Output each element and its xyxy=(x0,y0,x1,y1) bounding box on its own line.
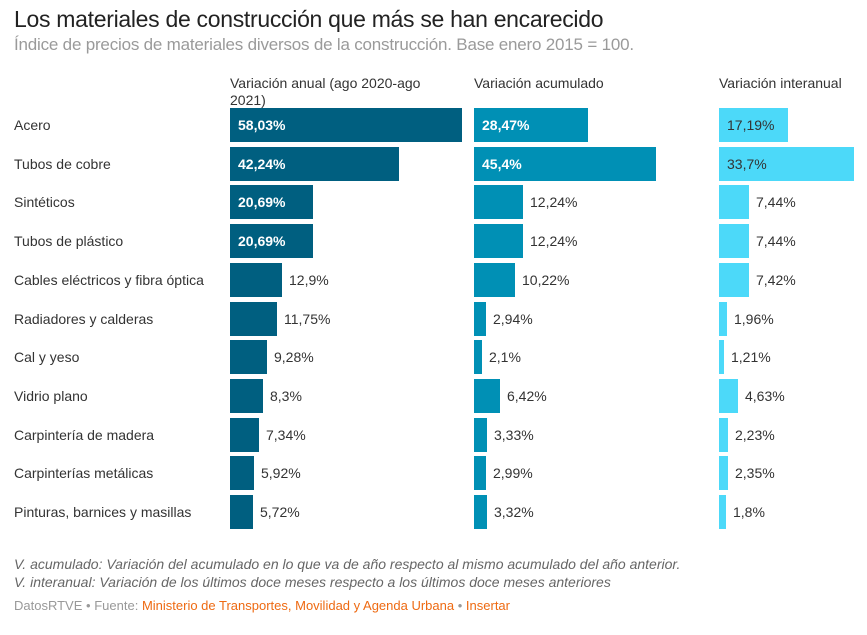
data-label: 7,44% xyxy=(756,194,796,210)
bar[interactable] xyxy=(474,340,482,374)
credits-separator: • xyxy=(86,598,91,613)
data-label: 8,3% xyxy=(270,388,302,404)
data-label: 6,42% xyxy=(507,388,547,404)
bar[interactable] xyxy=(474,108,588,142)
data-label: 2,94% xyxy=(493,311,533,327)
data-label: 58,03% xyxy=(238,117,286,133)
data-label: 4,63% xyxy=(745,388,785,404)
chart-subtitle: Índice de precios de materiales diversos… xyxy=(14,35,634,54)
bar[interactable] xyxy=(474,147,656,181)
data-label: 1,8% xyxy=(733,504,765,520)
chart-title: Los materiales de construcción que más s… xyxy=(14,6,604,32)
bar[interactable] xyxy=(719,185,749,219)
data-label: 12,24% xyxy=(530,233,578,249)
data-label: 45,4% xyxy=(482,156,522,172)
category-label: Cal y yeso xyxy=(14,349,80,365)
data-label: 12,24% xyxy=(530,194,578,210)
data-label: 10,22% xyxy=(522,272,570,288)
bar[interactable] xyxy=(719,495,726,529)
data-label: 1,96% xyxy=(734,311,774,327)
bar[interactable] xyxy=(230,379,263,413)
note-interanual: V. interanual: Variación de los últimos … xyxy=(14,574,611,590)
bar[interactable] xyxy=(719,147,854,181)
category-label: Tubos de plástico xyxy=(14,233,124,249)
data-label: 42,24% xyxy=(238,156,286,172)
category-label: Vidrio plano xyxy=(14,388,88,404)
bar[interactable] xyxy=(474,456,486,490)
data-label: 3,32% xyxy=(494,504,534,520)
category-label: Pinturas, barnices y masillas xyxy=(14,504,192,520)
category-label: Acero xyxy=(14,117,51,133)
category-label: Tubos de cobre xyxy=(14,156,111,172)
bar[interactable] xyxy=(230,302,277,336)
bar[interactable] xyxy=(230,456,254,490)
bar[interactable] xyxy=(474,185,523,219)
data-label: 11,75% xyxy=(284,311,331,327)
bar[interactable] xyxy=(230,418,259,452)
bar[interactable] xyxy=(474,224,523,258)
bar[interactable] xyxy=(719,340,724,374)
data-label: 7,44% xyxy=(756,233,796,249)
bar[interactable] xyxy=(230,108,462,142)
bar[interactable] xyxy=(719,108,788,142)
data-label: 17,19% xyxy=(727,117,775,133)
bar[interactable] xyxy=(230,147,399,181)
bar[interactable] xyxy=(230,185,313,219)
bar[interactable] xyxy=(719,302,727,336)
bar[interactable] xyxy=(474,379,500,413)
category-label: Sintéticos xyxy=(14,194,75,210)
column-header: Variación acumulado xyxy=(474,75,604,91)
credits-source-prefix: Fuente: xyxy=(94,598,139,613)
data-label: 2,23% xyxy=(735,427,775,443)
data-label: 7,34% xyxy=(266,427,306,443)
bar[interactable] xyxy=(230,224,313,258)
credits-brand: DatosRTVE xyxy=(14,598,83,613)
data-label: 33,7% xyxy=(727,156,767,172)
credits: DatosRTVE • Fuente: Ministerio de Transp… xyxy=(14,598,510,613)
data-label: 28,47% xyxy=(482,117,530,133)
bar[interactable] xyxy=(719,379,738,413)
bar[interactable] xyxy=(474,495,487,529)
data-label: 7,42% xyxy=(756,272,796,288)
data-label: 9,28% xyxy=(274,349,314,365)
category-label: Carpintería de madera xyxy=(14,427,155,443)
embed-link[interactable]: Insertar xyxy=(465,598,510,613)
credits-separator: • xyxy=(457,598,463,613)
data-label: 2,99% xyxy=(493,465,533,481)
data-label: 5,92% xyxy=(261,465,301,481)
data-label: 2,1% xyxy=(489,349,521,365)
data-label: 5,72% xyxy=(260,504,300,520)
bar[interactable] xyxy=(719,418,728,452)
data-label: 1,21% xyxy=(731,349,771,365)
bar[interactable] xyxy=(474,418,487,452)
source-link[interactable]: Ministerio de Transportes, Movilidad y A… xyxy=(141,598,455,613)
category-label: Cables eléctricos y fibra óptica xyxy=(14,272,204,288)
column-header: Variación anual (ago 2020-ago 2021) xyxy=(230,75,421,108)
data-label: 3,33% xyxy=(494,427,534,443)
bar[interactable] xyxy=(719,263,749,297)
bar[interactable] xyxy=(230,495,253,529)
column-header: Variación interanual xyxy=(719,75,842,91)
bar[interactable] xyxy=(230,263,282,297)
category-label: Radiadores y calderas xyxy=(14,311,154,327)
bar[interactable] xyxy=(719,224,749,258)
data-label: 20,69% xyxy=(238,194,286,210)
bar[interactable] xyxy=(474,302,486,336)
bar[interactable] xyxy=(719,456,728,490)
data-label: 20,69% xyxy=(238,233,286,249)
data-label: 12,9% xyxy=(289,272,329,288)
bar[interactable] xyxy=(474,263,515,297)
category-label: Carpinterías metálicas xyxy=(14,465,154,481)
data-label: 2,35% xyxy=(735,465,775,481)
note-acumulado: V. acumulado: Variación del acumulado en… xyxy=(14,556,681,572)
bar[interactable] xyxy=(230,340,267,374)
